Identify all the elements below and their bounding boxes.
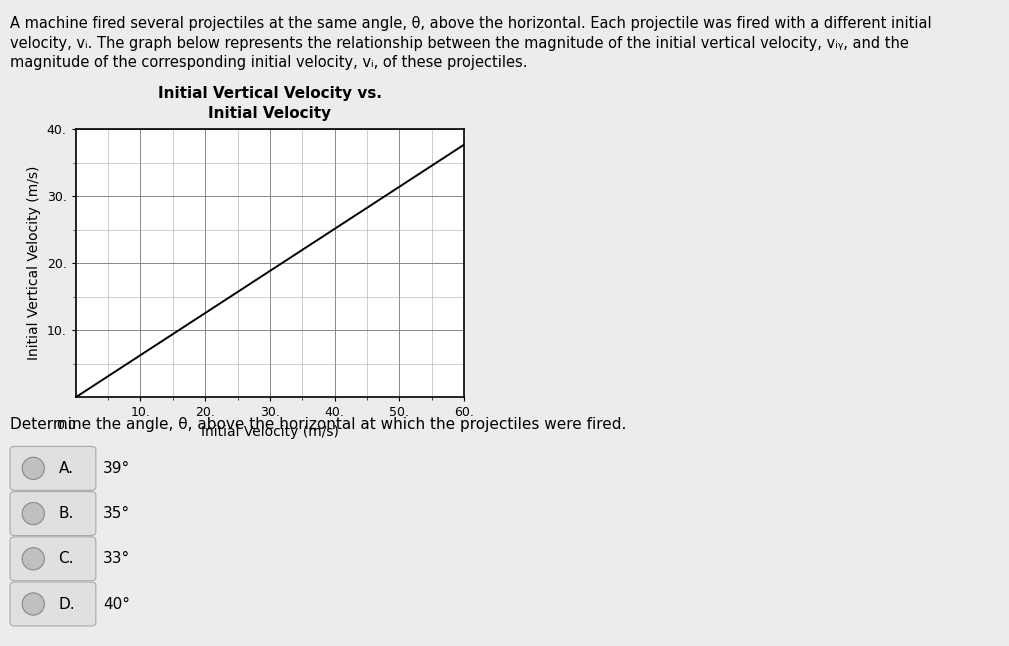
X-axis label: Initial Velocity (m/s): Initial Velocity (m/s)	[201, 425, 339, 439]
Text: A.: A.	[59, 461, 74, 476]
Text: D.: D.	[59, 596, 75, 612]
Y-axis label: Initial Vertical Velocity (m/s): Initial Vertical Velocity (m/s)	[27, 166, 41, 360]
Text: 33°: 33°	[103, 551, 130, 567]
Text: Determine the angle, θ, above the horizontal at which the projectiles were fired: Determine the angle, θ, above the horizo…	[10, 417, 627, 432]
Text: velocity, vᵢ. The graph below represents the relationship between the magnitude : velocity, vᵢ. The graph below represents…	[10, 36, 909, 50]
Text: 0.0: 0.0	[55, 419, 76, 432]
Title: Initial Vertical Velocity vs.
Initial Velocity: Initial Vertical Velocity vs. Initial Ve…	[157, 87, 382, 121]
Text: 40°: 40°	[103, 596, 130, 612]
Text: B.: B.	[59, 506, 74, 521]
Text: C.: C.	[59, 551, 74, 567]
Text: A machine fired several projectiles at the same angle, θ, above the horizontal. : A machine fired several projectiles at t…	[10, 16, 931, 31]
Text: 39°: 39°	[103, 461, 130, 476]
Text: magnitude of the corresponding initial velocity, vᵢ, of these projectiles.: magnitude of the corresponding initial v…	[10, 55, 528, 70]
Text: 35°: 35°	[103, 506, 130, 521]
